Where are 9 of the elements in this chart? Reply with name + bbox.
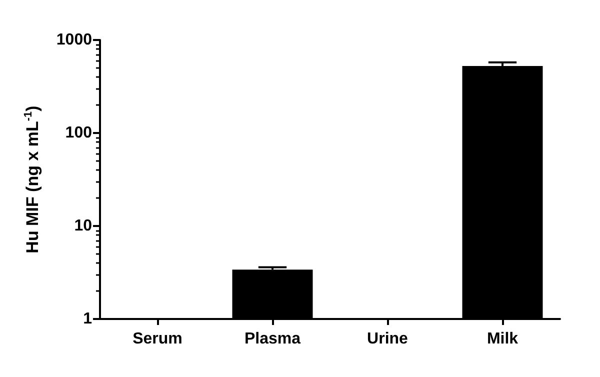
y-tick-label: 1 <box>83 310 92 328</box>
x-tick-label: Milk <box>486 330 518 348</box>
x-tick-label: Plasma <box>244 330 301 348</box>
y-tick-label: 100 <box>65 124 92 142</box>
x-tick-label: Urine <box>367 330 408 348</box>
y-tick-label: 1000 <box>56 32 92 48</box>
x-tick-label: Serum <box>132 330 182 348</box>
y-axis-title: Hu MIF (ng x mL-1) <box>22 106 42 254</box>
y-tick-label: 10 <box>74 218 92 234</box>
